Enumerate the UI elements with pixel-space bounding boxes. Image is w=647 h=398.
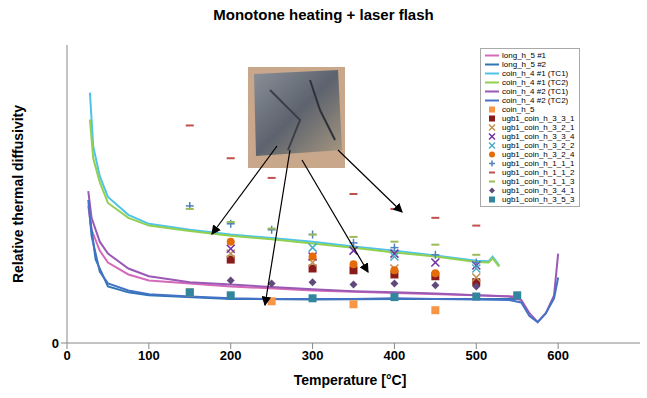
html-text:Relative thermal diffusivity: Relative thermal diffusivity <box>10 104 26 284</box>
svg-text:300: 300 <box>302 348 324 363</box>
html-text:coin_h_4 #2 (TC2): coin_h_4 #2 (TC2) <box>502 96 569 105</box>
html-text:ugb1_coin_h_1_1_1: ugb1_coin_h_1_1_1 <box>502 159 575 168</box>
html-text:ugb1_coin_h_3_2_4: ugb1_coin_h_3_2_4 <box>502 150 575 159</box>
html-text:coin_h_4 #2 (TC1): coin_h_4 #2 (TC1) <box>502 87 569 96</box>
html-text:ugb1_coin_h_3_2_1: ugb1_coin_h_3_2_1 <box>502 123 575 132</box>
html-text:long_h_5 #2: long_h_5 #2 <box>502 60 546 69</box>
html-text:ugb1_coin_h_3_2_2: ugb1_coin_h_3_2_2 <box>502 141 575 150</box>
svg-text:400: 400 <box>384 348 406 363</box>
svg-text:500: 500 <box>465 348 487 363</box>
html-text:Monotone heating + laser flash: Monotone heating + laser flash <box>213 6 434 23</box>
html-text:ugb1_coin_h_1_1_2: ugb1_coin_h_1_1_2 <box>502 168 575 177</box>
html-text:ugb1_coin_h_3_3_1: ugb1_coin_h_3_3_1 <box>502 114 575 123</box>
html-text:ugb1_coin_h_3_4_1: ugb1_coin_h_3_4_1 <box>502 186 575 195</box>
html-text:coin_h_4 #1 (TC1): coin_h_4 #1 (TC1) <box>502 69 569 78</box>
html-text:Temperature [°C]: Temperature [°C] <box>293 372 407 388</box>
html-text:ugb1_coin_h_1_1_3: ugb1_coin_h_1_1_3 <box>502 177 575 186</box>
svg-text:0: 0 <box>52 336 59 351</box>
html-text:long_h_5 #1: long_h_5 #1 <box>502 51 546 60</box>
svg-text:600: 600 <box>547 348 569 363</box>
svg-text:200: 200 <box>220 348 242 363</box>
svg-text:0: 0 <box>63 348 70 363</box>
html-text:coin_h_4 #1 (TC2): coin_h_4 #1 (TC2) <box>502 78 569 87</box>
svg-text:100: 100 <box>138 348 160 363</box>
html-text:ugb1_coin_h_3_5_3: ugb1_coin_h_3_5_3 <box>502 195 575 204</box>
html-text:coin_h_5: coin_h_5 <box>502 105 535 114</box>
html-text:ugb1_coin_h_3_3_4: ugb1_coin_h_3_3_4 <box>502 132 575 141</box>
